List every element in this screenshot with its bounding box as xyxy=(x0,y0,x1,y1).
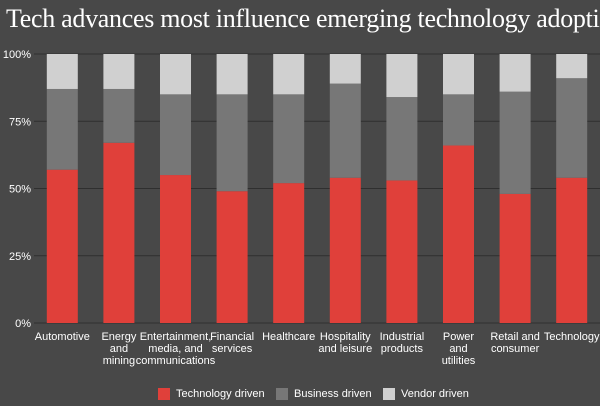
bar-segment xyxy=(103,88,135,143)
x-category-label-line: Power xyxy=(443,331,475,343)
x-category-label: Financial services xyxy=(210,331,254,355)
x-category-label-line: consumer xyxy=(491,343,540,355)
x-category-label-line: Technology xyxy=(544,331,600,343)
legend-swatch xyxy=(158,388,170,400)
bar-segment xyxy=(499,193,531,323)
y-tick-label: 0% xyxy=(15,318,31,330)
legend-item: Technology driven xyxy=(158,388,265,400)
bar-segment xyxy=(386,54,418,98)
y-tick-label: 50% xyxy=(9,184,31,196)
bar-segment xyxy=(443,94,474,146)
bar-segment xyxy=(499,91,531,194)
chart-title: Tech advances most influence emerging te… xyxy=(6,4,600,33)
bar-segment xyxy=(160,175,191,323)
x-category-label-line: Energy xyxy=(101,331,136,343)
bar-segment xyxy=(273,54,305,95)
y-axis-tick-labels: 0% 25% 50% 75% 100% xyxy=(3,49,31,330)
y-tick-label: 100% xyxy=(3,49,31,61)
legend-item: Vendor driven xyxy=(383,388,469,400)
bar-segment xyxy=(329,83,361,178)
bar-segment xyxy=(443,145,474,323)
x-category-label: Hospitality and leisure xyxy=(318,331,372,355)
bar-segment xyxy=(499,54,531,92)
bar-segment xyxy=(46,54,78,89)
legend-label: Business driven xyxy=(294,388,372,400)
x-category-label: Power and utilities xyxy=(442,331,476,367)
x-category-label-line: Industrial xyxy=(380,331,425,343)
bar-segment xyxy=(556,177,588,323)
x-category-label-line: and xyxy=(449,343,467,355)
bar-segment xyxy=(329,177,361,323)
x-category-label-line: utilities xyxy=(442,355,476,367)
x-category-label-line: Retail and xyxy=(490,331,540,343)
bar-segment xyxy=(160,94,191,176)
y-tick-label: 75% xyxy=(9,116,31,128)
x-category-label: Technology xyxy=(544,331,600,343)
bar-segment xyxy=(386,180,418,323)
bar-segment xyxy=(103,54,135,89)
x-category-label-line: Financial xyxy=(210,331,254,343)
bar-segment xyxy=(160,54,191,95)
x-category-label: Entertainment, media, and communications xyxy=(136,331,216,367)
x-category-label: Industrial products xyxy=(380,331,425,355)
x-category-label: Healthcare xyxy=(262,331,315,343)
bar-segment xyxy=(386,97,418,181)
x-category-label-line: and leisure xyxy=(318,343,372,355)
x-category-label: Automotive xyxy=(35,331,90,343)
x-category-label: Energy and mining xyxy=(101,331,136,367)
legend-label: Vendor driven xyxy=(401,388,469,400)
x-category-label-line: and xyxy=(110,343,128,355)
x-category-label-line: Healthcare xyxy=(262,331,315,343)
legend-item: Business driven xyxy=(276,388,372,400)
legend-label: Technology driven xyxy=(176,388,265,400)
stacked-bar-chart: 0%25%50%75%100% Automotive Energy and minin… xyxy=(3,49,600,367)
bar-segment xyxy=(103,142,135,323)
x-category-label-line: media, and xyxy=(148,343,202,355)
bar-segment xyxy=(216,94,248,192)
x-category-label-line: Entertainment, xyxy=(140,331,212,343)
bar-segment xyxy=(273,183,305,323)
bar-segment xyxy=(329,54,361,84)
x-category-label-line: products xyxy=(381,343,424,355)
legend-swatch xyxy=(383,388,395,400)
bar-segment xyxy=(216,54,248,95)
x-category-label: Retail and consumer xyxy=(490,331,540,355)
legend-swatch xyxy=(276,388,288,400)
x-category-label-line: services xyxy=(212,343,253,355)
bar-segment xyxy=(273,94,305,184)
bars xyxy=(46,54,588,323)
bar-segment xyxy=(443,54,474,95)
y-tick-label: 25% xyxy=(9,251,31,263)
x-category-label-line: communications xyxy=(136,355,216,367)
bar-segment xyxy=(556,78,588,178)
bar-segment xyxy=(216,191,248,323)
x-category-label-line: Hospitality xyxy=(320,331,371,343)
bar-segment xyxy=(46,88,78,170)
bar-segment xyxy=(46,169,78,323)
x-category-label-line: Automotive xyxy=(35,331,90,343)
bar-segment xyxy=(556,54,588,79)
x-category-label-line: mining xyxy=(103,355,135,367)
